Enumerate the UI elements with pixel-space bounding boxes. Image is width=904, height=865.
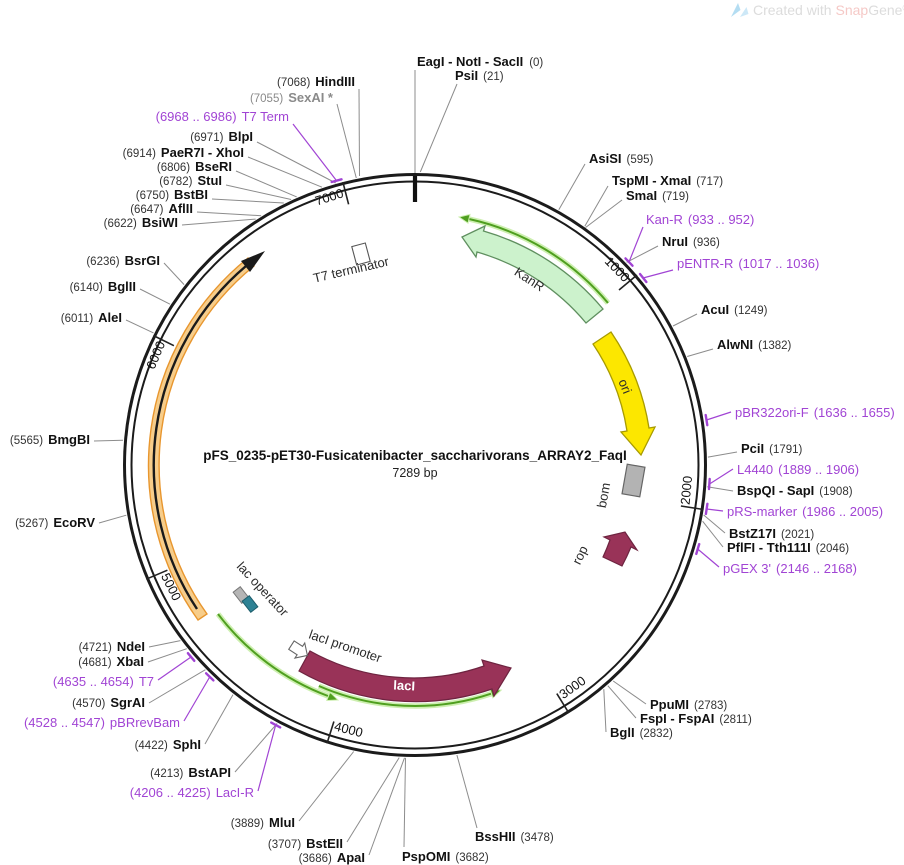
primer-label[interactable]: L4440 (1889 .. 1906) xyxy=(737,462,859,477)
plasmid-name: pFS_0235-pET30-Fusicatenibacter_sacchari… xyxy=(203,448,626,463)
snapgene-logo-icon xyxy=(731,3,749,17)
restriction-site-label[interactable]: (6011) AleI xyxy=(61,310,122,325)
restriction-site-label[interactable]: (4681) XbaI xyxy=(78,654,144,669)
restriction-site-label[interactable]: PflFI - Tth111I (2046) xyxy=(727,540,849,555)
snapgene-watermark: Created with SnapGene® xyxy=(731,2,904,18)
restriction-site-label[interactable]: (7068) HindIII xyxy=(277,74,355,89)
insert-arrowhead xyxy=(241,251,265,272)
primer-label[interactable]: (4206 .. 4225) LacI-R xyxy=(130,785,254,800)
restriction-site-label[interactable]: (4721) NdeI xyxy=(79,639,145,654)
bom-label[interactable]: bom xyxy=(594,481,613,509)
restriction-site-label[interactable]: FspI - FspAI (2811) xyxy=(640,711,752,726)
restriction-site-labels: EagI - NotI - SacII (0) PsiI (21) AsiSI (59… xyxy=(10,54,853,865)
primer-label[interactable]: (6968 .. 6986) T7 Term xyxy=(156,109,289,124)
restriction-site-label[interactable]: SmaI (719) xyxy=(626,188,689,203)
orf-arrows xyxy=(215,213,611,709)
position-tick-label: 6000 xyxy=(143,339,168,371)
primer-label[interactable]: (4528 .. 4547) pBRrevBam xyxy=(24,715,180,730)
restriction-site-label[interactable]: AcuI (1249) xyxy=(701,302,768,317)
restriction-site-label[interactable]: TspMI - XmaI (717) xyxy=(612,173,723,188)
restriction-site-label[interactable]: PpuMI (2783) xyxy=(650,697,727,712)
restriction-site-label[interactable]: (4570) SgrAI xyxy=(72,695,145,710)
watermark-text: Created with SnapGene® xyxy=(753,2,904,18)
rop-label[interactable]: rop xyxy=(569,543,591,566)
laci-promoter-feature[interactable]: lacI promoter xyxy=(287,627,385,666)
restriction-site-label[interactable]: (6647) AflII xyxy=(130,201,193,216)
position-ticks xyxy=(145,181,704,744)
plasmid-length: 7289 bp xyxy=(392,466,437,480)
restriction-site-label[interactable]: (4422) SphI xyxy=(135,737,201,752)
ori-label[interactable]: ori xyxy=(616,377,635,396)
restriction-site-label[interactable]: (3889) MluI xyxy=(231,815,295,830)
restriction-site-label[interactable]: (6622) BsiWI xyxy=(104,215,178,230)
primer-label[interactable]: pRS-marker (1986 .. 2005) xyxy=(727,504,883,519)
restriction-site-label[interactable]: PciI (1791) xyxy=(741,441,803,456)
leader-lines xyxy=(93,70,738,856)
primer-label[interactable]: pGEX 3' (2146 .. 2168) xyxy=(723,561,857,576)
restriction-site-label[interactable]: (6236) BsrGI xyxy=(86,253,160,268)
insert-array-feature[interactable] xyxy=(147,251,265,621)
laci-label[interactable]: lacI xyxy=(393,678,415,694)
restriction-site-label[interactable]: BspQI - SapI (1908) xyxy=(737,483,853,498)
restriction-site-label[interactable]: (3686) ApaI xyxy=(299,850,365,865)
position-tick-label: 2000 xyxy=(678,475,696,505)
primer-annotations: Kan-R (933 .. 952) pENTR-R (1017 .. 1036) … xyxy=(24,109,895,800)
position-tick-label: 1000 xyxy=(602,254,633,285)
restriction-site-label[interactable]: PspOMI (3682) xyxy=(402,849,489,864)
restriction-site-label[interactable]: (6806) BseRI xyxy=(157,159,232,174)
restriction-site-label[interactable]: (4213) BstAPI xyxy=(150,765,231,780)
restriction-site-label[interactable]: PsiI (21) xyxy=(455,68,504,83)
restriction-site-label[interactable]: (6782) StuI xyxy=(159,173,222,188)
bom-feature[interactable]: bom xyxy=(594,463,646,509)
restriction-site-label[interactable]: (6750) BstBI xyxy=(136,187,208,202)
t7-terminator-label[interactable]: T7 terminator xyxy=(312,253,391,285)
restriction-site-label[interactable]: EagI - NotI - SacII (0) xyxy=(417,54,543,69)
restriction-site-label[interactable]: AsiSI (595) xyxy=(589,151,654,166)
restriction-site-label[interactable]: BglI (2832) xyxy=(610,725,673,740)
t7-terminator-feature[interactable]: T7 terminator xyxy=(312,242,391,286)
position-tick-label: 7000 xyxy=(313,185,345,208)
rop-feature[interactable]: rop xyxy=(569,531,639,567)
plasmid-backbone-ring xyxy=(123,173,707,757)
plasmid-title-block: pFS_0235-pET30-Fusicatenibacter_sacchari… xyxy=(203,448,626,480)
position-tick-label: 4000 xyxy=(333,719,365,741)
restriction-site-label[interactable]: (5565) BmgBI xyxy=(10,432,90,447)
primer-label[interactable]: Kan-R (933 .. 952) xyxy=(646,212,754,227)
restriction-site-label[interactable]: (6914) PaeR7I - XhoI xyxy=(123,145,244,160)
primer-label[interactable]: pBR322ori-F (1636 .. 1655) xyxy=(735,405,895,420)
restriction-site-label[interactable]: (6140) BglII xyxy=(70,279,136,294)
laci-feature[interactable]: lacI xyxy=(298,650,512,703)
restriction-site-label[interactable]: BssHII (3478) xyxy=(475,829,554,844)
restriction-site-label[interactable]: (6971) BlpI xyxy=(190,129,253,144)
position-tick-label: 3000 xyxy=(556,673,588,702)
restriction-site-label[interactable]: AlwNI (1382) xyxy=(717,337,792,352)
ori-feature[interactable]: ori xyxy=(592,331,657,457)
restriction-site-label[interactable]: NruI (936) xyxy=(662,234,720,249)
lac-operator-feature[interactable]: lac operator xyxy=(232,559,292,620)
restriction-site-label[interactable]: (3707) BstEII xyxy=(268,836,343,851)
primer-label[interactable]: (4635 .. 4654) T7 xyxy=(53,674,154,689)
primer-label[interactable]: pENTR-R (1017 .. 1036) xyxy=(677,256,819,271)
restriction-site-label[interactable]: (7055) SexAI * xyxy=(250,90,334,105)
restriction-site-label[interactable]: BstZ17I (2021) xyxy=(729,526,814,541)
restriction-site-label[interactable]: (5267) EcoRV xyxy=(15,515,95,530)
